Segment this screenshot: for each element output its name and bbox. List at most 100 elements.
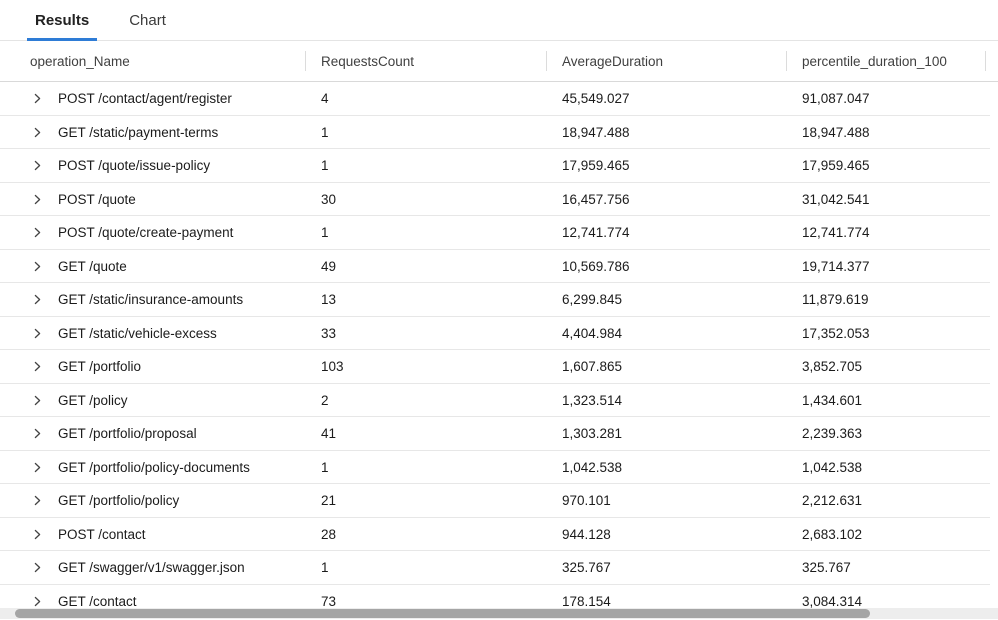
- chevron-right-icon[interactable]: [30, 227, 44, 238]
- tab-results[interactable]: Results: [27, 0, 98, 41]
- table-row[interactable]: GET /portfolio 103 1,607.865 3,852.705: [0, 350, 998, 384]
- chevron-right-icon[interactable]: [30, 127, 44, 138]
- column-header-label: percentile_duration_100: [802, 53, 947, 69]
- cell-requests-count: 30: [321, 191, 337, 207]
- table-row[interactable]: POST /quote 30 16,457.756 31,042.541: [0, 183, 998, 217]
- table-row[interactable]: POST /quote/create-payment 1 12,741.774 …: [0, 216, 998, 250]
- table-row[interactable]: GET /swagger/v1/swagger.json 1 325.767 3…: [0, 551, 998, 585]
- cell-percentile-duration-100: 18,947.488: [802, 124, 870, 140]
- chevron-right-icon[interactable]: [30, 596, 44, 607]
- cell-operation-name: GET /policy: [58, 392, 128, 408]
- chevron-right-icon[interactable]: [30, 428, 44, 439]
- table-row[interactable]: GET /static/vehicle-excess 33 4,404.984 …: [0, 317, 998, 351]
- cell-requests-count: 1: [321, 124, 329, 140]
- column-header-averageduration[interactable]: AverageDuration: [546, 41, 786, 81]
- horizontal-scrollbar[interactable]: [0, 608, 998, 619]
- cell-operation-name: GET /portfolio/policy-documents: [58, 459, 250, 475]
- cell-operation-name: POST /quote/issue-policy: [58, 158, 211, 174]
- cell-average-duration: 18,947.488: [562, 124, 630, 140]
- table-row[interactable]: POST /contact/agent/register 4 45,549.02…: [0, 82, 998, 116]
- cell-requests-count: 1: [321, 459, 329, 475]
- column-header-operation_name[interactable]: operation_Name: [0, 41, 305, 81]
- chevron-right-icon[interactable]: [30, 395, 44, 406]
- cell-percentile-duration-100: 2,239.363: [802, 426, 863, 442]
- cell-requests-count: 4: [321, 91, 329, 107]
- cell-average-duration: 970.101: [562, 493, 611, 509]
- cell-requests-count: 1: [321, 225, 329, 241]
- cell-operation-name: GET /static/payment-terms: [58, 124, 219, 140]
- cell-average-duration: 1,323.514: [562, 392, 623, 408]
- cell-percentile-duration-100: 31,042.541: [802, 191, 870, 207]
- table-row[interactable]: POST /quote/issue-policy 1 17,959.465 17…: [0, 149, 998, 183]
- table-row[interactable]: GET /quote 49 10,569.786 19,714.377: [0, 250, 998, 284]
- scrollbar-thumb[interactable]: [15, 609, 870, 618]
- cell-percentile-duration-100: 3,852.705: [802, 359, 863, 375]
- chevron-right-icon[interactable]: [30, 361, 44, 372]
- column-header-label: operation_Name: [30, 53, 130, 69]
- cell-percentile-duration-100: 2,683.102: [802, 526, 863, 542]
- cell-percentile-duration-100: 325.767: [802, 560, 851, 576]
- chevron-right-icon[interactable]: [30, 93, 44, 104]
- cell-requests-count: 73: [321, 593, 337, 609]
- cell-percentile-duration-100: 11,879.619: [802, 292, 869, 308]
- cell-average-duration: 1,607.865: [562, 359, 623, 375]
- cell-operation-name: POST /quote/create-payment: [58, 225, 234, 241]
- chevron-right-icon[interactable]: [30, 160, 44, 171]
- cell-percentile-duration-100: 17,352.053: [802, 325, 870, 341]
- table-row[interactable]: GET /static/insurance-amounts 13 6,299.8…: [0, 283, 998, 317]
- table-row[interactable]: GET /portfolio/policy 21 970.101 2,212.6…: [0, 484, 998, 518]
- chevron-right-icon[interactable]: [30, 294, 44, 305]
- cell-average-duration: 45,549.027: [562, 91, 630, 107]
- cell-operation-name: POST /contact/agent/register: [58, 91, 232, 107]
- cell-average-duration: 4,404.984: [562, 325, 623, 341]
- tab-chart[interactable]: Chart: [121, 0, 174, 40]
- table-row[interactable]: GET /static/payment-terms 1 18,947.488 1…: [0, 116, 998, 150]
- chevron-right-icon[interactable]: [30, 261, 44, 272]
- cell-operation-name: GET /portfolio/proposal: [58, 426, 197, 442]
- cell-operation-name: GET /swagger/v1/swagger.json: [58, 560, 245, 576]
- cell-requests-count: 13: [321, 292, 337, 308]
- cell-average-duration: 178.154: [562, 593, 611, 609]
- cell-requests-count: 1: [321, 158, 329, 174]
- cell-percentile-duration-100: 1,434.601: [802, 392, 863, 408]
- cell-percentile-duration-100: 1,042.538: [802, 459, 863, 475]
- cell-percentile-duration-100: 12,741.774: [802, 225, 870, 241]
- cell-requests-count: 21: [321, 493, 337, 509]
- cell-requests-count: 33: [321, 325, 337, 341]
- cell-average-duration: 325.767: [562, 560, 611, 576]
- chevron-right-icon[interactable]: [30, 562, 44, 573]
- cell-percentile-duration-100: 3,084.314: [802, 593, 863, 609]
- chevron-right-icon[interactable]: [30, 495, 44, 506]
- table-row[interactable]: GET /policy 2 1,323.514 1,434.601: [0, 384, 998, 418]
- table-row[interactable]: POST /contact 28 944.128 2,683.102: [0, 518, 998, 552]
- cell-average-duration: 944.128: [562, 526, 611, 542]
- tab-label: Chart: [129, 11, 166, 29]
- table-header: operation_Name RequestsCount AverageDura…: [0, 41, 998, 82]
- cell-average-duration: 12,741.774: [562, 225, 630, 241]
- chevron-right-icon[interactable]: [30, 194, 44, 205]
- cell-requests-count: 41: [321, 426, 337, 442]
- chevron-right-icon[interactable]: [30, 529, 44, 540]
- column-header-percentile_duration_100[interactable]: percentile_duration_100: [786, 41, 998, 81]
- cell-average-duration: 10,569.786: [562, 258, 630, 274]
- column-header-requestscount[interactable]: RequestsCount: [305, 41, 546, 81]
- cell-average-duration: 6,299.845: [562, 292, 623, 308]
- table-row[interactable]: GET /portfolio/policy-documents 1 1,042.…: [0, 451, 998, 485]
- tab-label: Results: [35, 11, 90, 29]
- column-header-label: AverageDuration: [562, 53, 664, 69]
- chevron-right-icon[interactable]: [30, 328, 44, 339]
- cell-operation-name: GET /static/insurance-amounts: [58, 292, 244, 308]
- cell-average-duration: 17,959.465: [562, 158, 630, 174]
- cell-percentile-duration-100: 91,087.047: [802, 91, 870, 107]
- chevron-right-icon[interactable]: [30, 462, 44, 473]
- cell-requests-count: 2: [321, 392, 329, 408]
- table-body: POST /contact/agent/register 4 45,549.02…: [0, 82, 998, 618]
- cell-operation-name: GET /portfolio/policy: [58, 493, 180, 509]
- cell-operation-name: POST /quote: [58, 191, 136, 207]
- cell-requests-count: 1: [321, 560, 329, 576]
- column-header-label: RequestsCount: [321, 53, 415, 69]
- table-row[interactable]: GET /portfolio/proposal 41 1,303.281 2,2…: [0, 417, 998, 451]
- cell-operation-name: POST /contact: [58, 526, 146, 542]
- cell-percentile-duration-100: 19,714.377: [802, 258, 870, 274]
- cell-requests-count: 49: [321, 258, 337, 274]
